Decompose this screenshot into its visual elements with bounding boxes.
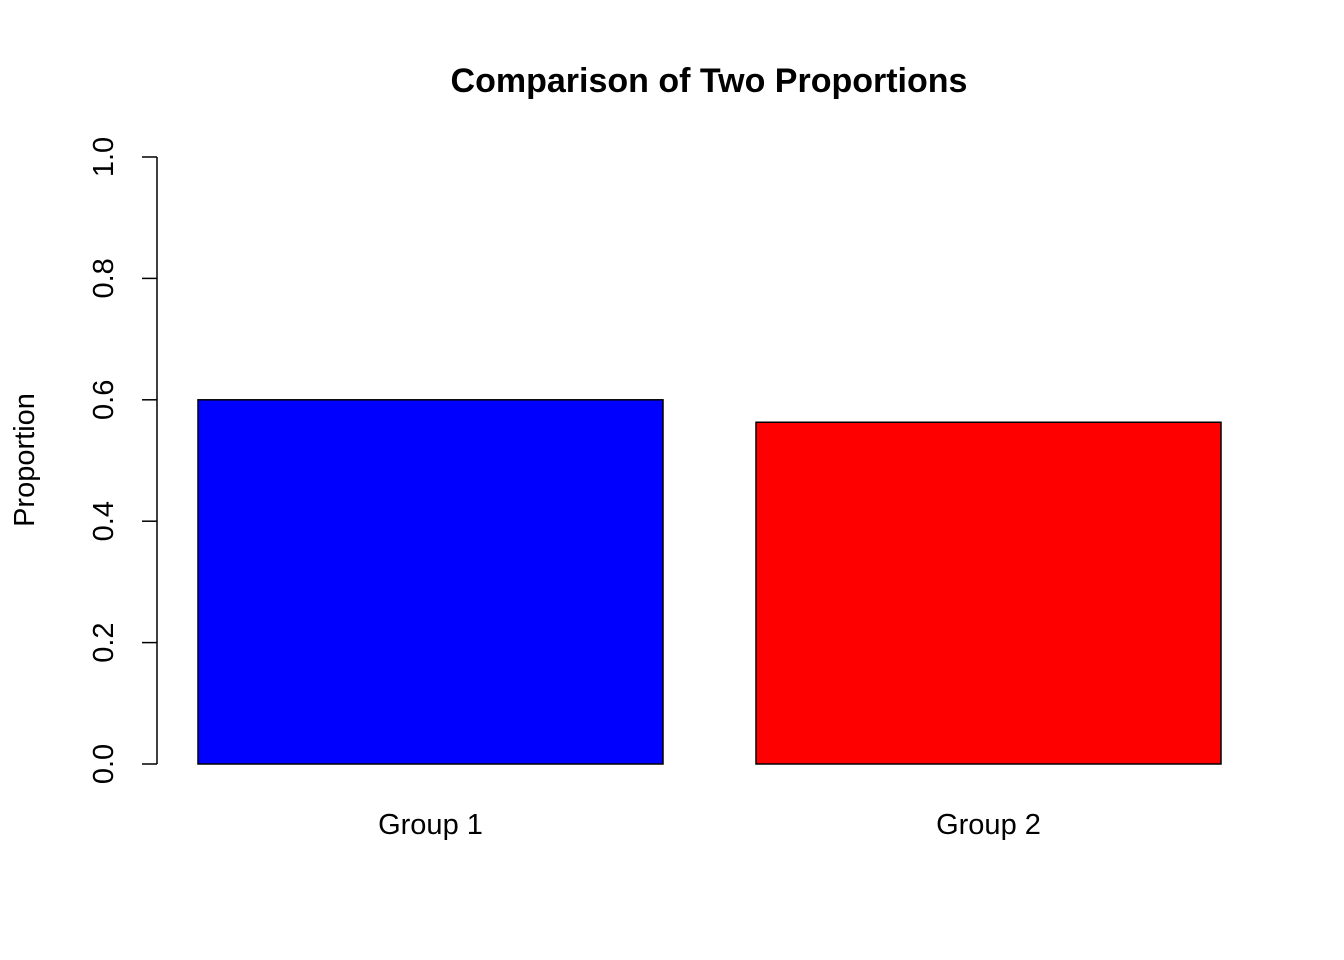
y-tick-label: 0.0 <box>88 744 120 784</box>
bar-group-2 <box>755 421 1222 765</box>
x-tick-label: Group 1 <box>378 809 483 841</box>
y-tick-label: 0.6 <box>88 380 120 420</box>
y-axis: 0.0 0.2 0.4 0.6 0.8 1.0 <box>88 137 158 784</box>
y-tick-label: 0.8 <box>88 258 120 298</box>
y-axis-label: Proportion <box>9 393 41 527</box>
y-tick-label: 0.2 <box>88 622 120 662</box>
y-tick-label: 1.0 <box>88 137 120 177</box>
x-axis-labels: Group 1 Group 2 <box>378 809 1041 841</box>
x-tick-label: Group 2 <box>936 809 1041 841</box>
chart-title: Comparison of Two Proportions <box>451 62 968 100</box>
bar-group-1 <box>197 399 664 765</box>
y-tick-label: 0.4 <box>88 501 120 541</box>
bars-group <box>197 399 1222 765</box>
